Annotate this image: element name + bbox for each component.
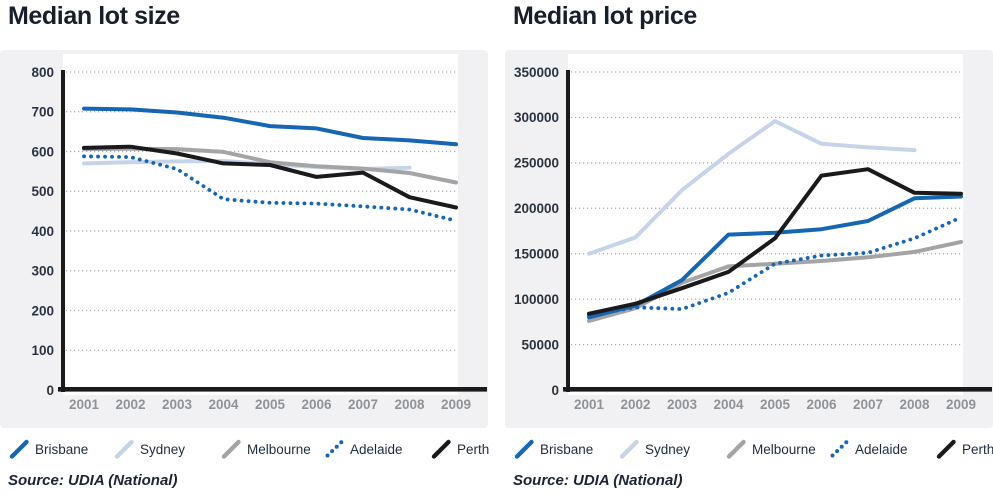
melbourne-line-swatch-icon <box>221 439 241 459</box>
x-axis-tick-label: 2008 <box>899 397 930 412</box>
x-axis-tick-label: 2009 <box>441 397 471 412</box>
lot-size-plot: 0 100 200 300 400 500 600 700 800 2001 2002 2003 200… <box>31 54 487 412</box>
y-axis-tick-label: 200 <box>31 303 54 318</box>
y-axis-tick-label: 0 <box>46 383 54 398</box>
legend-label: Melbourne <box>752 441 816 457</box>
y-axis-tick-label: 350000 <box>514 65 559 80</box>
legend-item-brisbane: Brisbane <box>8 437 88 461</box>
y-axis-tick-label: 300 <box>31 264 54 279</box>
legend-item-brisbane: Brisbane <box>513 437 593 461</box>
brisbane-line-swatch-icon <box>9 439 29 459</box>
legend-label: Perth <box>457 441 490 457</box>
x-axis-tick-label: 2004 <box>713 397 744 412</box>
x-axis-line <box>58 387 487 392</box>
brisbane-line-swatch-icon <box>514 439 534 459</box>
x-axis-tick-label: 2004 <box>208 397 239 412</box>
legend-item-perth: Perth <box>430 437 489 461</box>
series-line-adelaide <box>82 154 458 223</box>
x-axis-tick-label: 2001 <box>574 397 605 412</box>
x-axis-tick-label: 2007 <box>348 397 378 412</box>
x-axis-tick-label: 2002 <box>115 397 145 412</box>
y-axis-tick-label: 300000 <box>514 110 559 125</box>
legend: Brisbane Sydney Melbourne Adelaide Perth <box>505 437 993 463</box>
legend-label: Melbourne <box>247 441 311 457</box>
y-axis-tick-label: 250000 <box>514 156 559 171</box>
legend-item-sydney: Sydney <box>113 437 185 461</box>
y-axis-tick-label: 600 <box>31 144 54 159</box>
y-axis-tick-label: 0 <box>551 383 559 398</box>
x-axis-tick-label: 2008 <box>394 397 425 412</box>
legend-label: Sydney <box>645 441 691 457</box>
y-axis-line <box>61 70 65 392</box>
series-line-perth <box>587 167 963 316</box>
y-axis-tick-label: 200000 <box>514 201 559 216</box>
legend-label: Brisbane <box>35 441 89 457</box>
source-note: Source: UDIA (National) <box>513 472 683 489</box>
legend-label: Adelaide <box>855 441 908 457</box>
lot-price-plot: 0 50000 100000 150000 200000 250000 300000 3500… <box>514 54 992 412</box>
chart-panel: 0 100 200 300 400 500 600 700 800 2001 2002 2003 200… <box>0 50 488 428</box>
y-axis-tick-label: 800 <box>31 65 54 80</box>
x-axis-tick-label: 2005 <box>760 397 791 412</box>
legend-item-adelaide: Adelaide <box>323 437 403 461</box>
x-axis-tick-label: 2006 <box>806 397 837 412</box>
x-axis-tick-label: 2007 <box>853 397 883 412</box>
legend-label: Perth <box>962 441 993 457</box>
melbourne-line-swatch-icon <box>726 439 746 459</box>
legend-item-melbourne: Melbourne <box>725 437 816 461</box>
y-axis-tick-label: 500 <box>31 184 54 199</box>
y-axis-tick-label: 100000 <box>514 292 559 307</box>
y-axis-line <box>566 70 570 392</box>
plot-area <box>63 54 458 395</box>
series-line-sydney <box>587 119 917 256</box>
perth-line-swatch-icon <box>936 439 956 459</box>
y-axis-tick-label: 700 <box>31 105 54 120</box>
y-axis-tick-label: 50000 <box>521 337 559 352</box>
legend: Brisbane Sydney Melbourne Adelaide Perth <box>0 437 489 463</box>
x-axis-tick-label: 2002 <box>620 397 650 412</box>
adelaide-line-swatch-icon <box>830 440 849 458</box>
legend-label: Adelaide <box>350 441 403 457</box>
adelaide-line-swatch-icon <box>325 440 344 458</box>
lot-price-chart-block: Median lot price 0 50000 100000 150000 20000… <box>505 0 993 501</box>
series-line-adelaide <box>587 215 963 318</box>
y-axis-tick-label: 400 <box>31 224 54 239</box>
page-title: Median lot size <box>8 2 180 30</box>
x-axis-tick-label: 2005 <box>255 397 286 412</box>
y-axis-tick-label: 100 <box>31 343 54 358</box>
sydney-line-swatch-icon <box>619 439 639 459</box>
legend-item-perth: Perth <box>935 437 993 461</box>
legend-item-sydney: Sydney <box>618 437 690 461</box>
x-axis-tick-label: 2003 <box>162 397 193 412</box>
legend-label: Sydney <box>140 441 186 457</box>
sydney-line-swatch-icon <box>114 439 134 459</box>
page-title: Median lot price <box>513 2 697 30</box>
legend-item-melbourne: Melbourne <box>220 437 311 461</box>
series-line-brisbane <box>82 106 458 147</box>
legend-item-adelaide: Adelaide <box>828 437 908 461</box>
series-line-perth <box>82 144 458 210</box>
legend-label: Brisbane <box>540 441 594 457</box>
source-note: Source: UDIA (National) <box>8 472 178 489</box>
x-axis-tick-label: 2003 <box>667 397 698 412</box>
chart-panel: 0 50000 100000 150000 200000 250000 300000 3500… <box>505 50 993 428</box>
perth-line-swatch-icon <box>431 439 451 459</box>
x-axis-tick-label: 2009 <box>946 397 976 412</box>
x-axis-line <box>563 387 992 392</box>
plot-area <box>568 54 963 395</box>
x-axis-tick-label: 2006 <box>301 397 332 412</box>
lot-size-chart-block: Median lot size 0 100 200 300 400 500 600 700 80… <box>0 0 489 501</box>
y-axis-tick-label: 150000 <box>514 247 559 262</box>
x-axis-tick-label: 2001 <box>69 397 100 412</box>
